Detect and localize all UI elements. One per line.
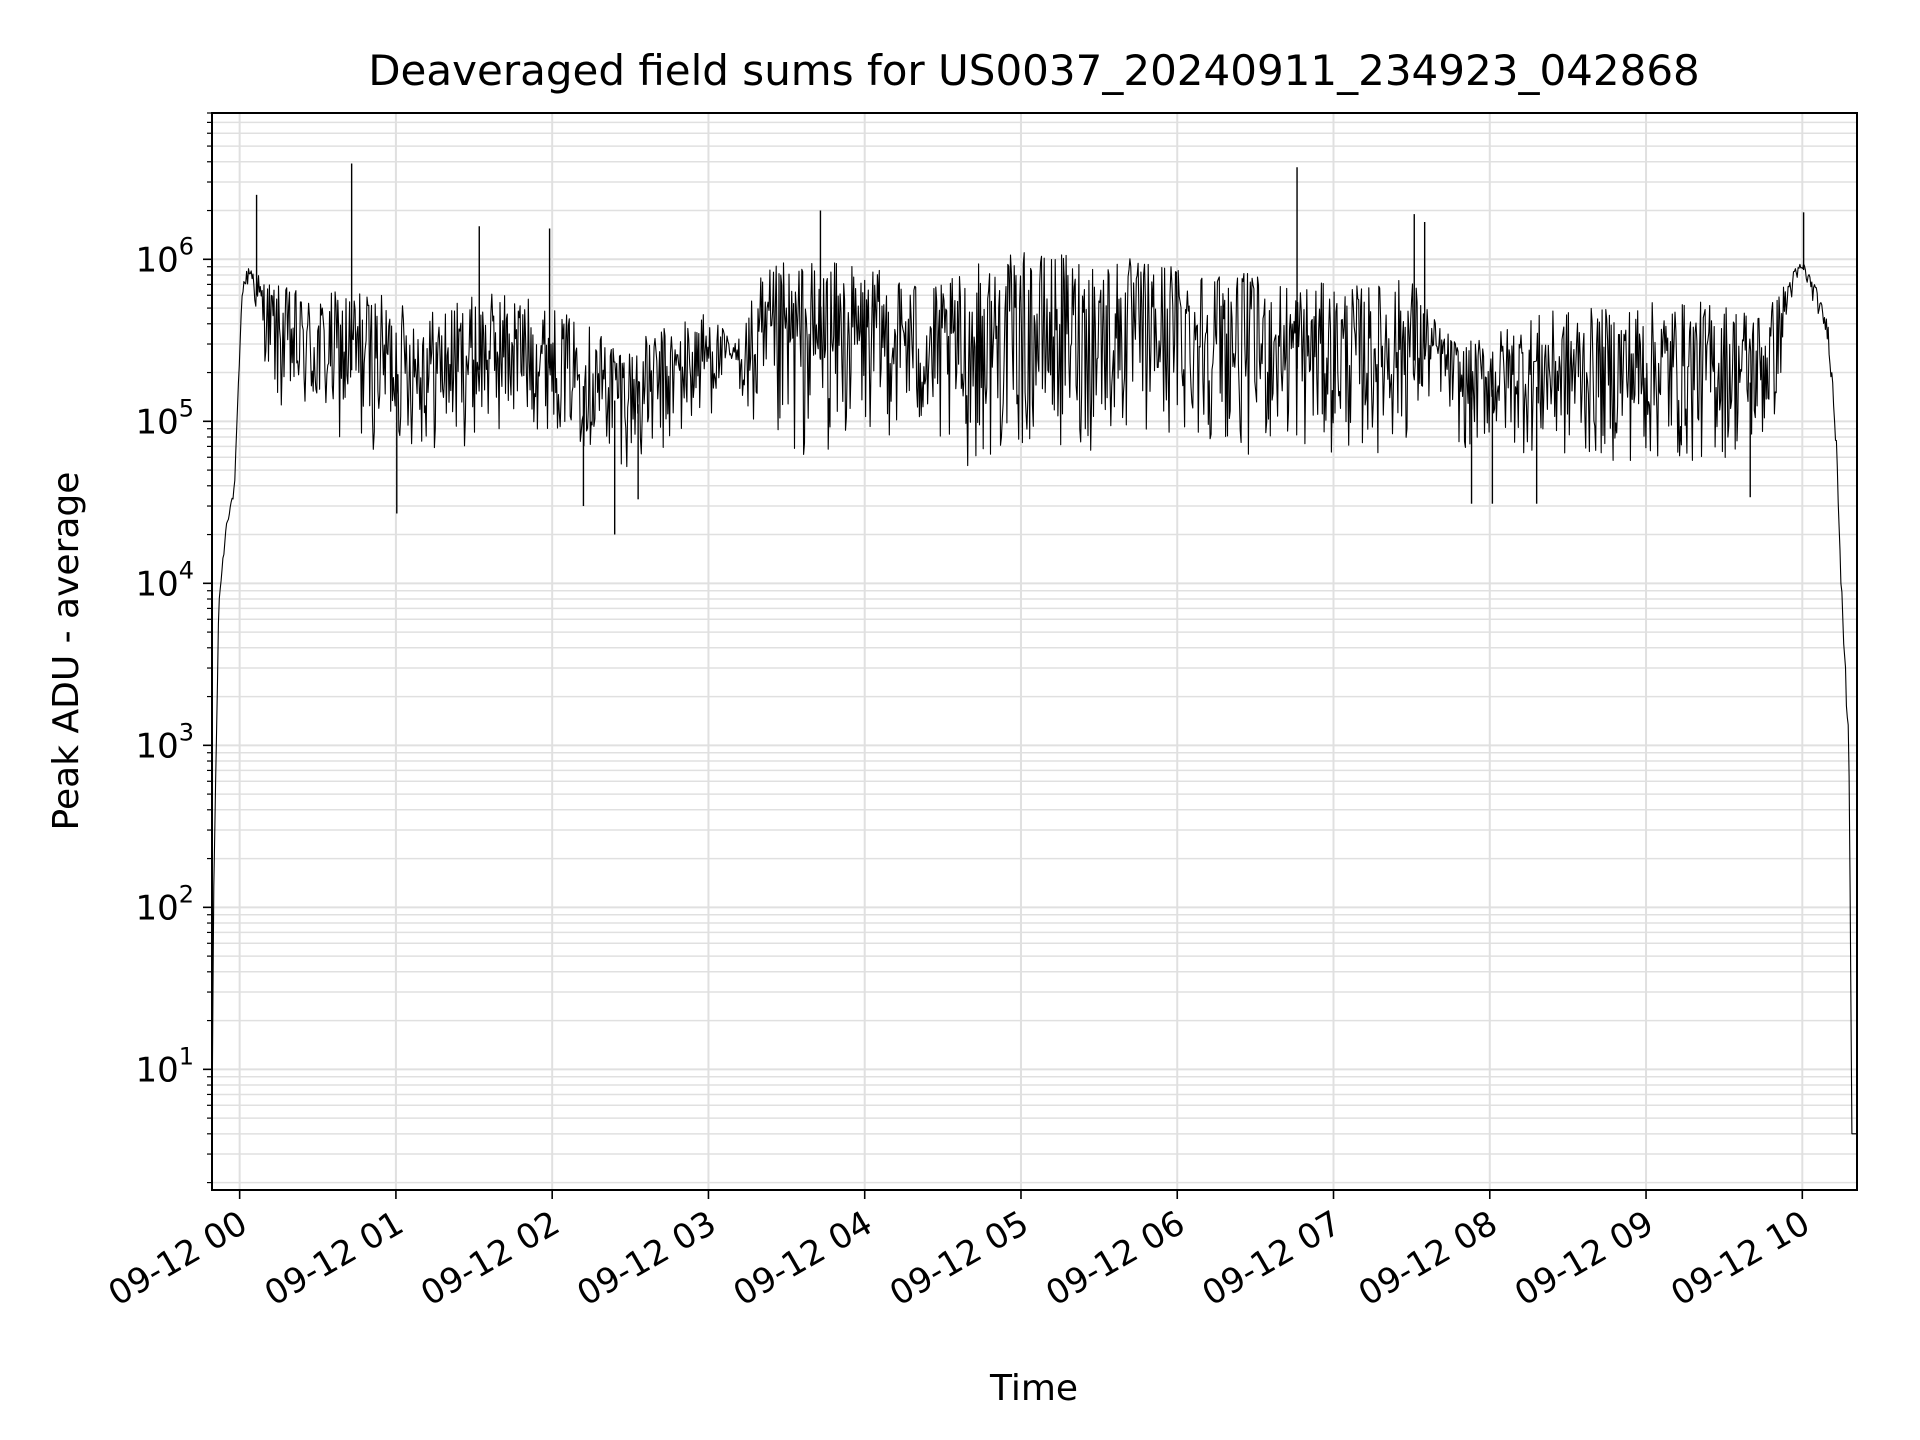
x-axis-title: Time [989, 1368, 1078, 1409]
y-tick-label: 101 [135, 1042, 194, 1090]
y-tick-label: 103 [135, 718, 194, 766]
plot-frame [211, 112, 1858, 1191]
y-tick-label: 102 [135, 880, 194, 928]
data-series [211, 163, 1857, 1135]
grid [212, 112, 1857, 1190]
y-tick-label: 106 [135, 232, 194, 280]
y-axis-title: Peak ADU - average [46, 472, 87, 831]
data-line [211, 252, 1857, 1135]
y-tick-label: 105 [135, 394, 194, 442]
chart-title: Deaveraged field sums for US0037_2024091… [368, 46, 1700, 95]
y-tick-label: 104 [135, 556, 194, 604]
